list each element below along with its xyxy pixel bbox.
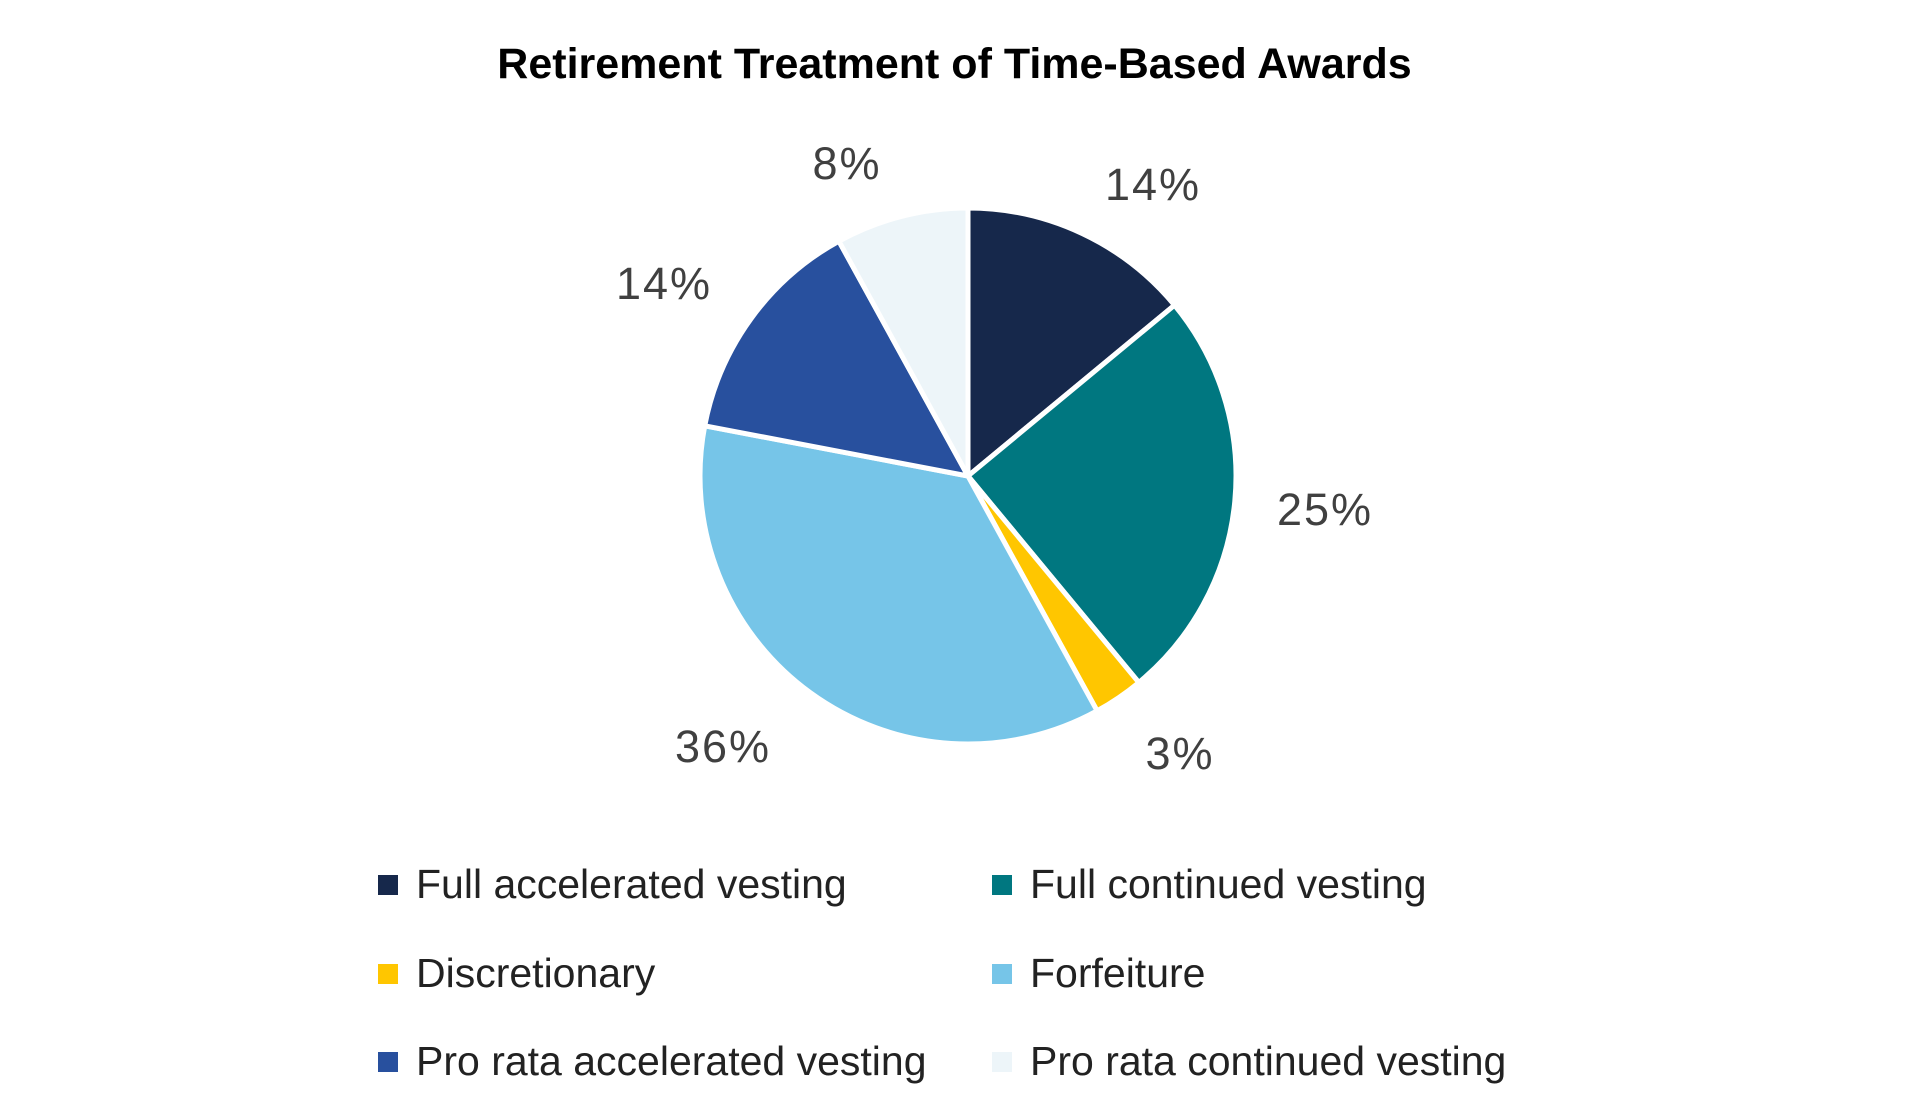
chart-title: Retirement Treatment of Time-Based Award…	[497, 40, 1412, 88]
pie-slice	[697, 423, 1100, 747]
pie-slice	[836, 205, 971, 479]
pie-slice	[702, 238, 971, 479]
pie-slice	[965, 205, 1177, 479]
slice-label: 25%	[1277, 484, 1373, 535]
slice-label: 36%	[675, 721, 771, 772]
pie-slices	[697, 205, 1239, 747]
slice-label: 14%	[616, 258, 712, 309]
pie-slice	[965, 302, 1239, 685]
slice-label: 8%	[812, 138, 881, 189]
slice-label: 14%	[1105, 159, 1201, 210]
slice-label: 3%	[1145, 728, 1214, 779]
slice-labels: 14% 25% 3% 36% 14% 8%	[616, 138, 1373, 779]
